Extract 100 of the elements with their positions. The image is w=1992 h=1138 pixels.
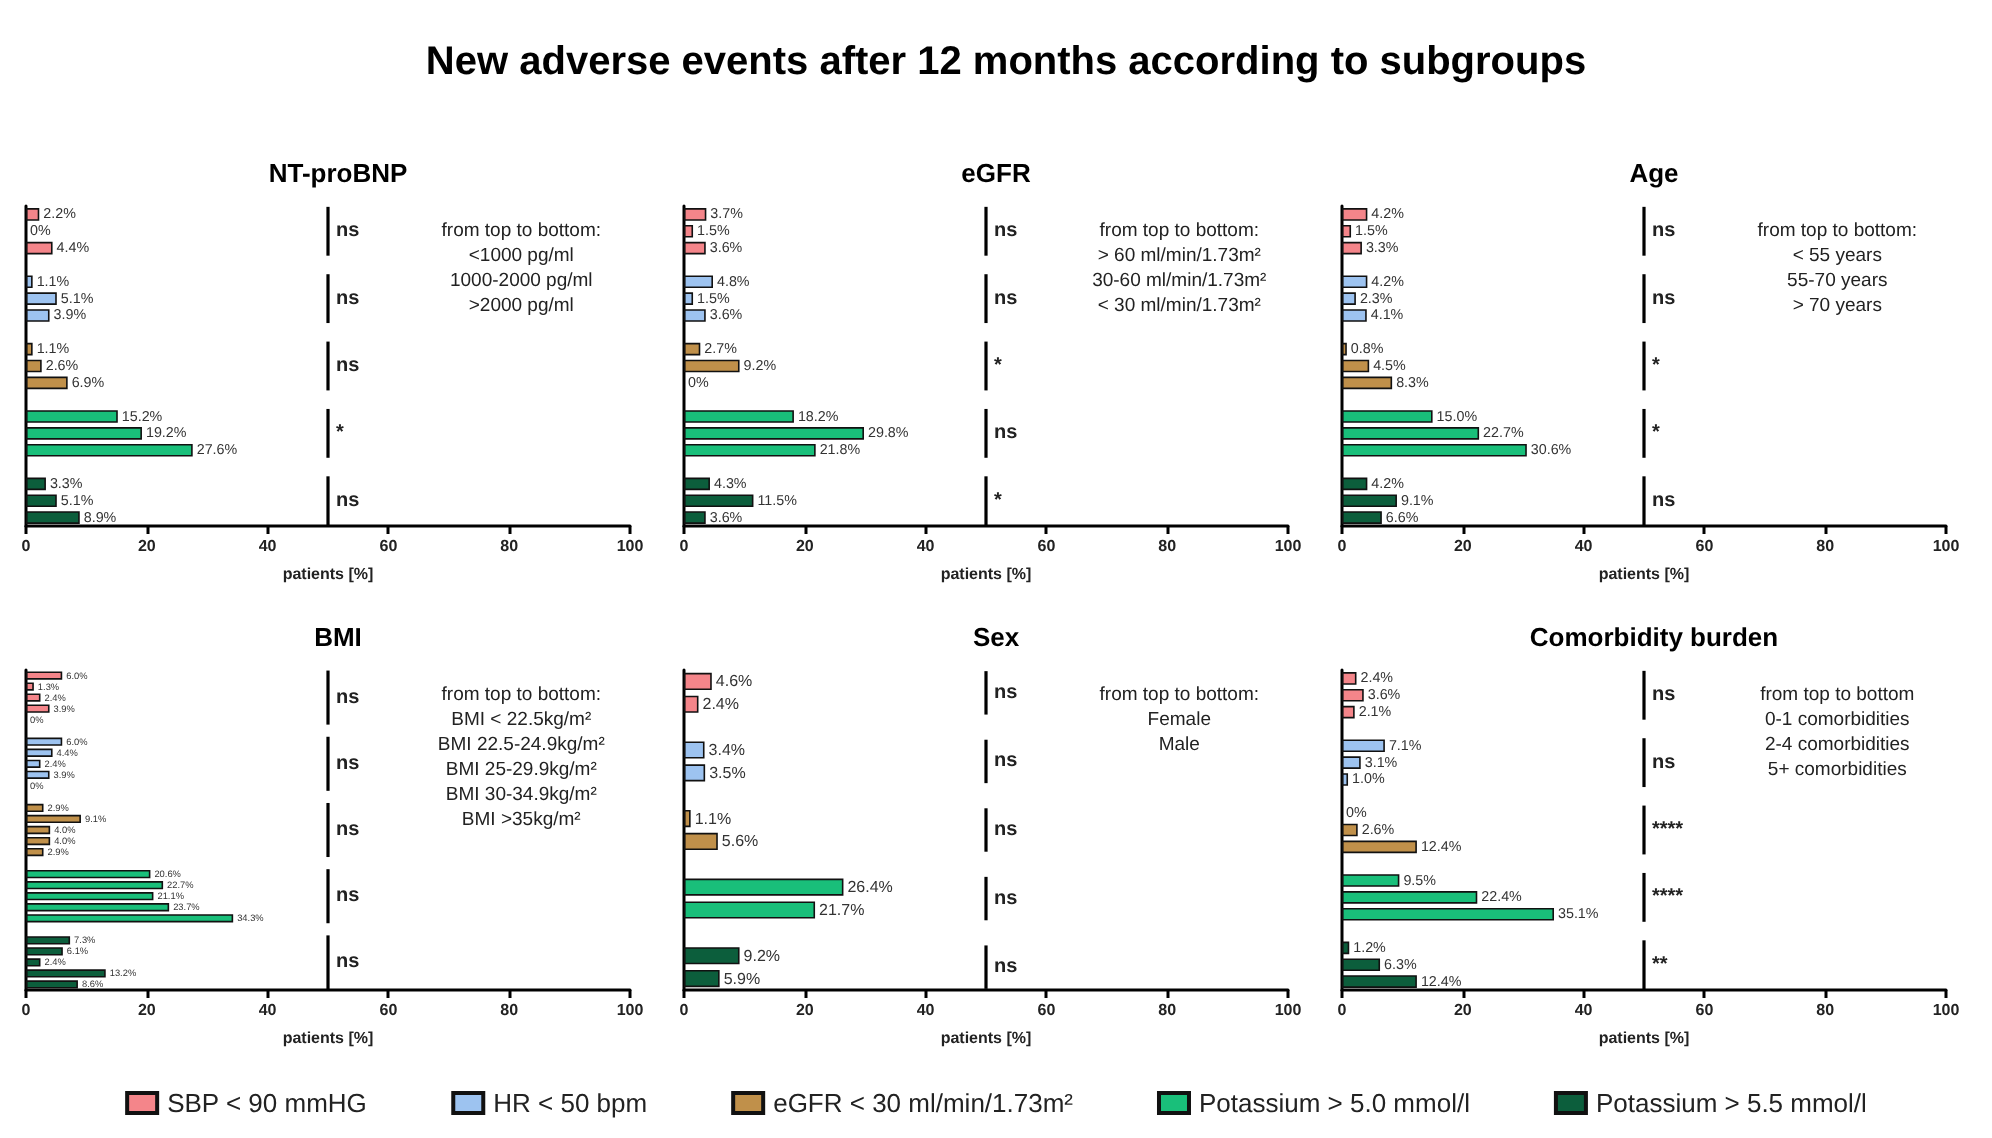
annotation: ns bbox=[336, 819, 361, 841]
annotation: ns bbox=[336, 287, 361, 310]
x-tick-label: 20 bbox=[137, 1001, 157, 1019]
bar bbox=[1342, 891, 1478, 904]
bar bbox=[684, 494, 754, 508]
x-tick-label: 20 bbox=[1453, 1001, 1473, 1019]
bar bbox=[1342, 773, 1349, 786]
bar bbox=[684, 810, 691, 828]
x-tick-label: 100 bbox=[1932, 1001, 1961, 1019]
annotation: ns bbox=[994, 287, 1019, 310]
bar bbox=[1342, 477, 1368, 491]
bar bbox=[684, 342, 701, 356]
annotation: * bbox=[1652, 422, 1660, 445]
bar bbox=[1342, 427, 1480, 440]
bar bbox=[684, 477, 710, 491]
x-axis-title: patients [%] bbox=[940, 565, 1032, 583]
bar bbox=[684, 970, 720, 988]
bar bbox=[1342, 410, 1433, 423]
annotation: **** bbox=[1652, 819, 1684, 841]
bar bbox=[1342, 309, 1367, 322]
bar bbox=[26, 359, 42, 373]
x-tick-label: 0 bbox=[21, 1001, 32, 1019]
bar bbox=[26, 494, 57, 508]
bar bbox=[1342, 756, 1361, 769]
legend-label: HR < 50 bpm bbox=[493, 1088, 648, 1118]
x-tick-label: 80 bbox=[1158, 537, 1178, 555]
bar bbox=[684, 901, 816, 919]
bar bbox=[684, 410, 794, 423]
legend-label: eGFR < 30 ml/min/1.73m² bbox=[773, 1088, 1075, 1118]
bar bbox=[1342, 705, 1355, 719]
annotation: ns bbox=[994, 220, 1019, 243]
annotation: ns bbox=[336, 220, 361, 243]
data-label: 26.4% bbox=[847, 878, 893, 897]
bar bbox=[684, 741, 705, 759]
chart-title: eGFR bbox=[961, 158, 1032, 188]
annotation: ns bbox=[336, 489, 361, 512]
x-axis-title: patients [%] bbox=[1598, 565, 1690, 583]
x-tick-label: 40 bbox=[258, 537, 278, 555]
bar bbox=[1342, 907, 1554, 921]
x-tick-label: 20 bbox=[137, 537, 157, 555]
x-tick-label: 20 bbox=[795, 537, 815, 555]
x-tick-label: 0 bbox=[679, 1001, 690, 1019]
bar bbox=[26, 376, 68, 390]
bar bbox=[1342, 511, 1382, 524]
bar bbox=[26, 309, 50, 322]
annotation: ns bbox=[336, 752, 361, 775]
bar bbox=[684, 672, 712, 690]
annotation: * bbox=[994, 355, 1002, 377]
annotation: ns bbox=[1652, 287, 1677, 310]
annotation: * bbox=[1652, 355, 1660, 377]
x-axis-title: patients [%] bbox=[1598, 1029, 1690, 1047]
x-tick-label: 100 bbox=[616, 1001, 645, 1019]
x-tick-label: 60 bbox=[1695, 537, 1715, 555]
bar bbox=[1342, 672, 1357, 685]
bar bbox=[684, 947, 740, 965]
x-tick-label: 80 bbox=[1816, 1001, 1836, 1019]
x-tick-label: 80 bbox=[1816, 537, 1836, 555]
x-tick-label: 100 bbox=[1274, 1001, 1303, 1019]
bar bbox=[26, 241, 53, 255]
annotation: ns bbox=[336, 885, 361, 908]
annotation: * bbox=[994, 489, 1002, 512]
annotation: ns bbox=[994, 422, 1019, 445]
annotation: from top to bottom: < 55 years 55-70 years > 70 years bbox=[1757, 219, 1918, 317]
x-tick-label: 0 bbox=[1337, 537, 1348, 555]
bar bbox=[1342, 840, 1417, 854]
x-tick-label: 40 bbox=[1574, 537, 1594, 555]
bar bbox=[1342, 958, 1381, 972]
chart-title: Sex bbox=[972, 622, 1021, 652]
annotation: from top to bottom: BMI < 22.5kg/m² BMI 22.5-24.9kg/m² BMI 25-29.9kg/m² BMI 30-34.9kg/m² BMI >35kg/m² bbox=[437, 683, 605, 831]
bar bbox=[684, 511, 706, 524]
x-tick-label: 40 bbox=[1574, 1001, 1594, 1019]
annotation: ns bbox=[336, 951, 361, 974]
bar bbox=[26, 208, 40, 221]
bar bbox=[684, 359, 740, 373]
data-label: 5.6% bbox=[721, 832, 759, 851]
bar bbox=[684, 208, 707, 221]
legend-label: Potassium > 5.0 mmol/l bbox=[1198, 1088, 1471, 1118]
annotation: from top to bottom: <1000 pg/ml 1000-2000 pg/ml >2000 pg/ml bbox=[441, 219, 602, 317]
bar bbox=[684, 832, 718, 850]
x-tick-label: 100 bbox=[1932, 537, 1961, 555]
bar bbox=[26, 292, 57, 305]
x-tick-label: 40 bbox=[258, 1001, 278, 1019]
x-tick-label: 80 bbox=[500, 537, 520, 555]
annotation: ns bbox=[336, 355, 361, 377]
bar bbox=[1342, 359, 1370, 373]
annotation: ns bbox=[994, 956, 1019, 979]
x-tick-label: 60 bbox=[379, 1001, 399, 1019]
annotation: from top to bottom 0-1 comorbidities 2-4 comorbidities 5+ comorbidities bbox=[1760, 683, 1915, 781]
bar bbox=[684, 764, 706, 782]
x-tick-label: 60 bbox=[1037, 1001, 1057, 1019]
annotation: * bbox=[336, 422, 344, 445]
chart-title: Comorbidity burden bbox=[1529, 622, 1779, 652]
bar bbox=[26, 275, 33, 289]
annotation: ns bbox=[994, 819, 1019, 841]
bar bbox=[1342, 224, 1352, 238]
bar bbox=[1342, 941, 1350, 955]
data-label: 2.4% bbox=[702, 695, 739, 714]
annotation: ns bbox=[1652, 220, 1677, 243]
bar bbox=[26, 511, 80, 524]
x-axis-title: patients [%] bbox=[282, 1029, 374, 1047]
